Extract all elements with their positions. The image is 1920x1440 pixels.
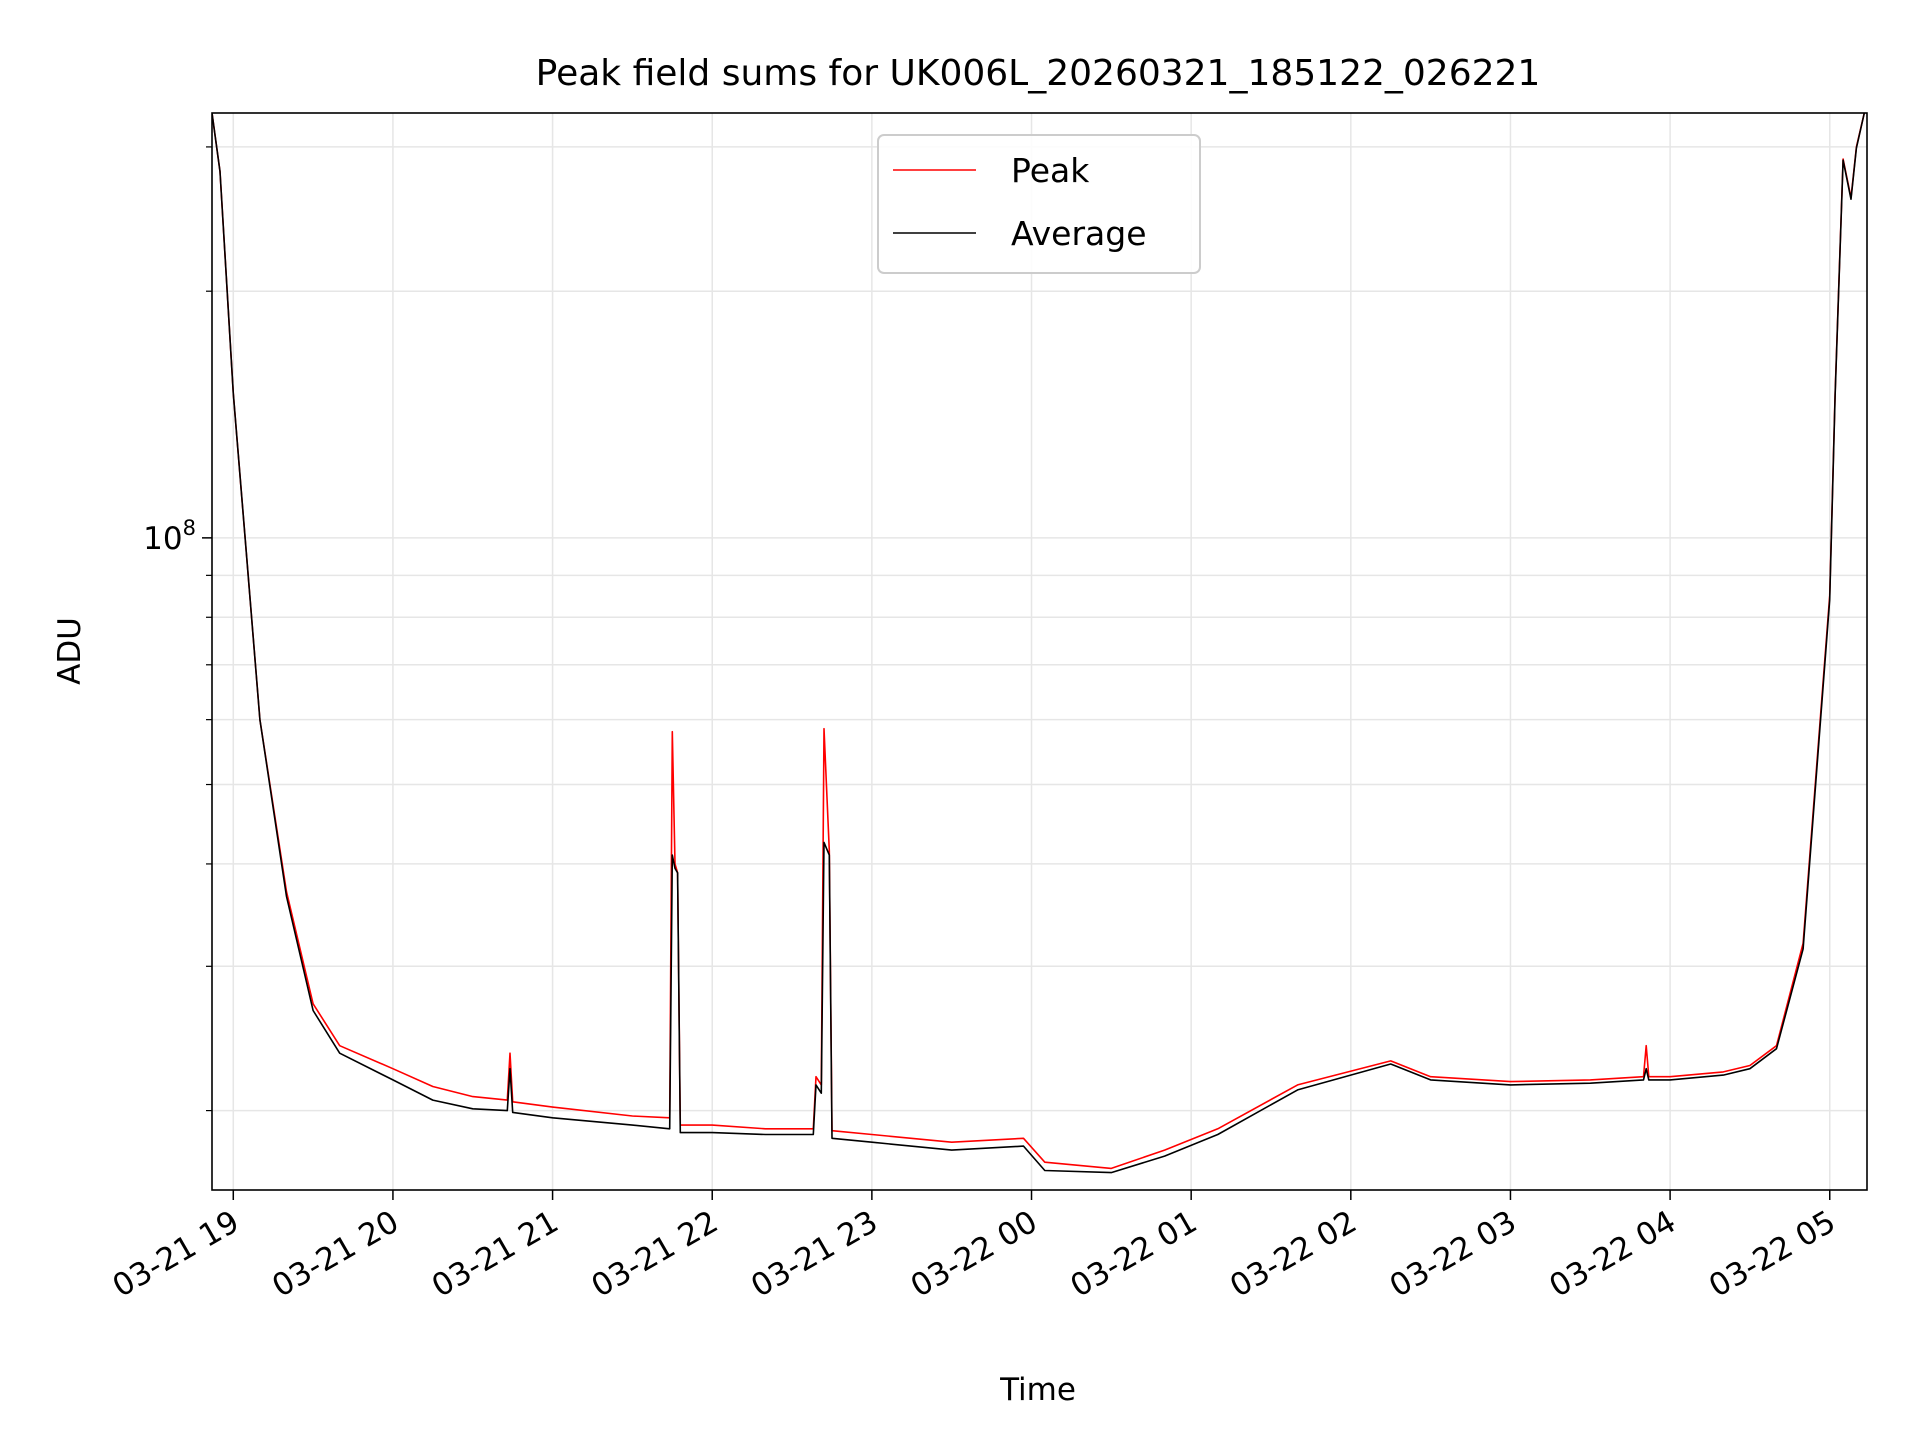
x-axis-label: Time [999,1372,1076,1408]
y-ticks: 108 [143,146,212,1112]
y-tick-label: 108 [143,516,196,557]
legend-label-peak: Peak [1011,151,1090,190]
y-tick-exponent: 8 [183,516,196,540]
chart-title: Peak field sums for UK006L_20260321_1851… [536,53,1541,94]
series-line-average [212,113,1866,1174]
legend-label-average: Average [1011,214,1147,253]
plot-frame [211,112,1868,1191]
y-tick-base: 10 [143,521,182,557]
legend: Peak Average [877,134,1201,274]
series-line-peak [212,113,1866,1170]
series-group [212,113,1866,1174]
y-axis-label: ADU [52,617,88,685]
